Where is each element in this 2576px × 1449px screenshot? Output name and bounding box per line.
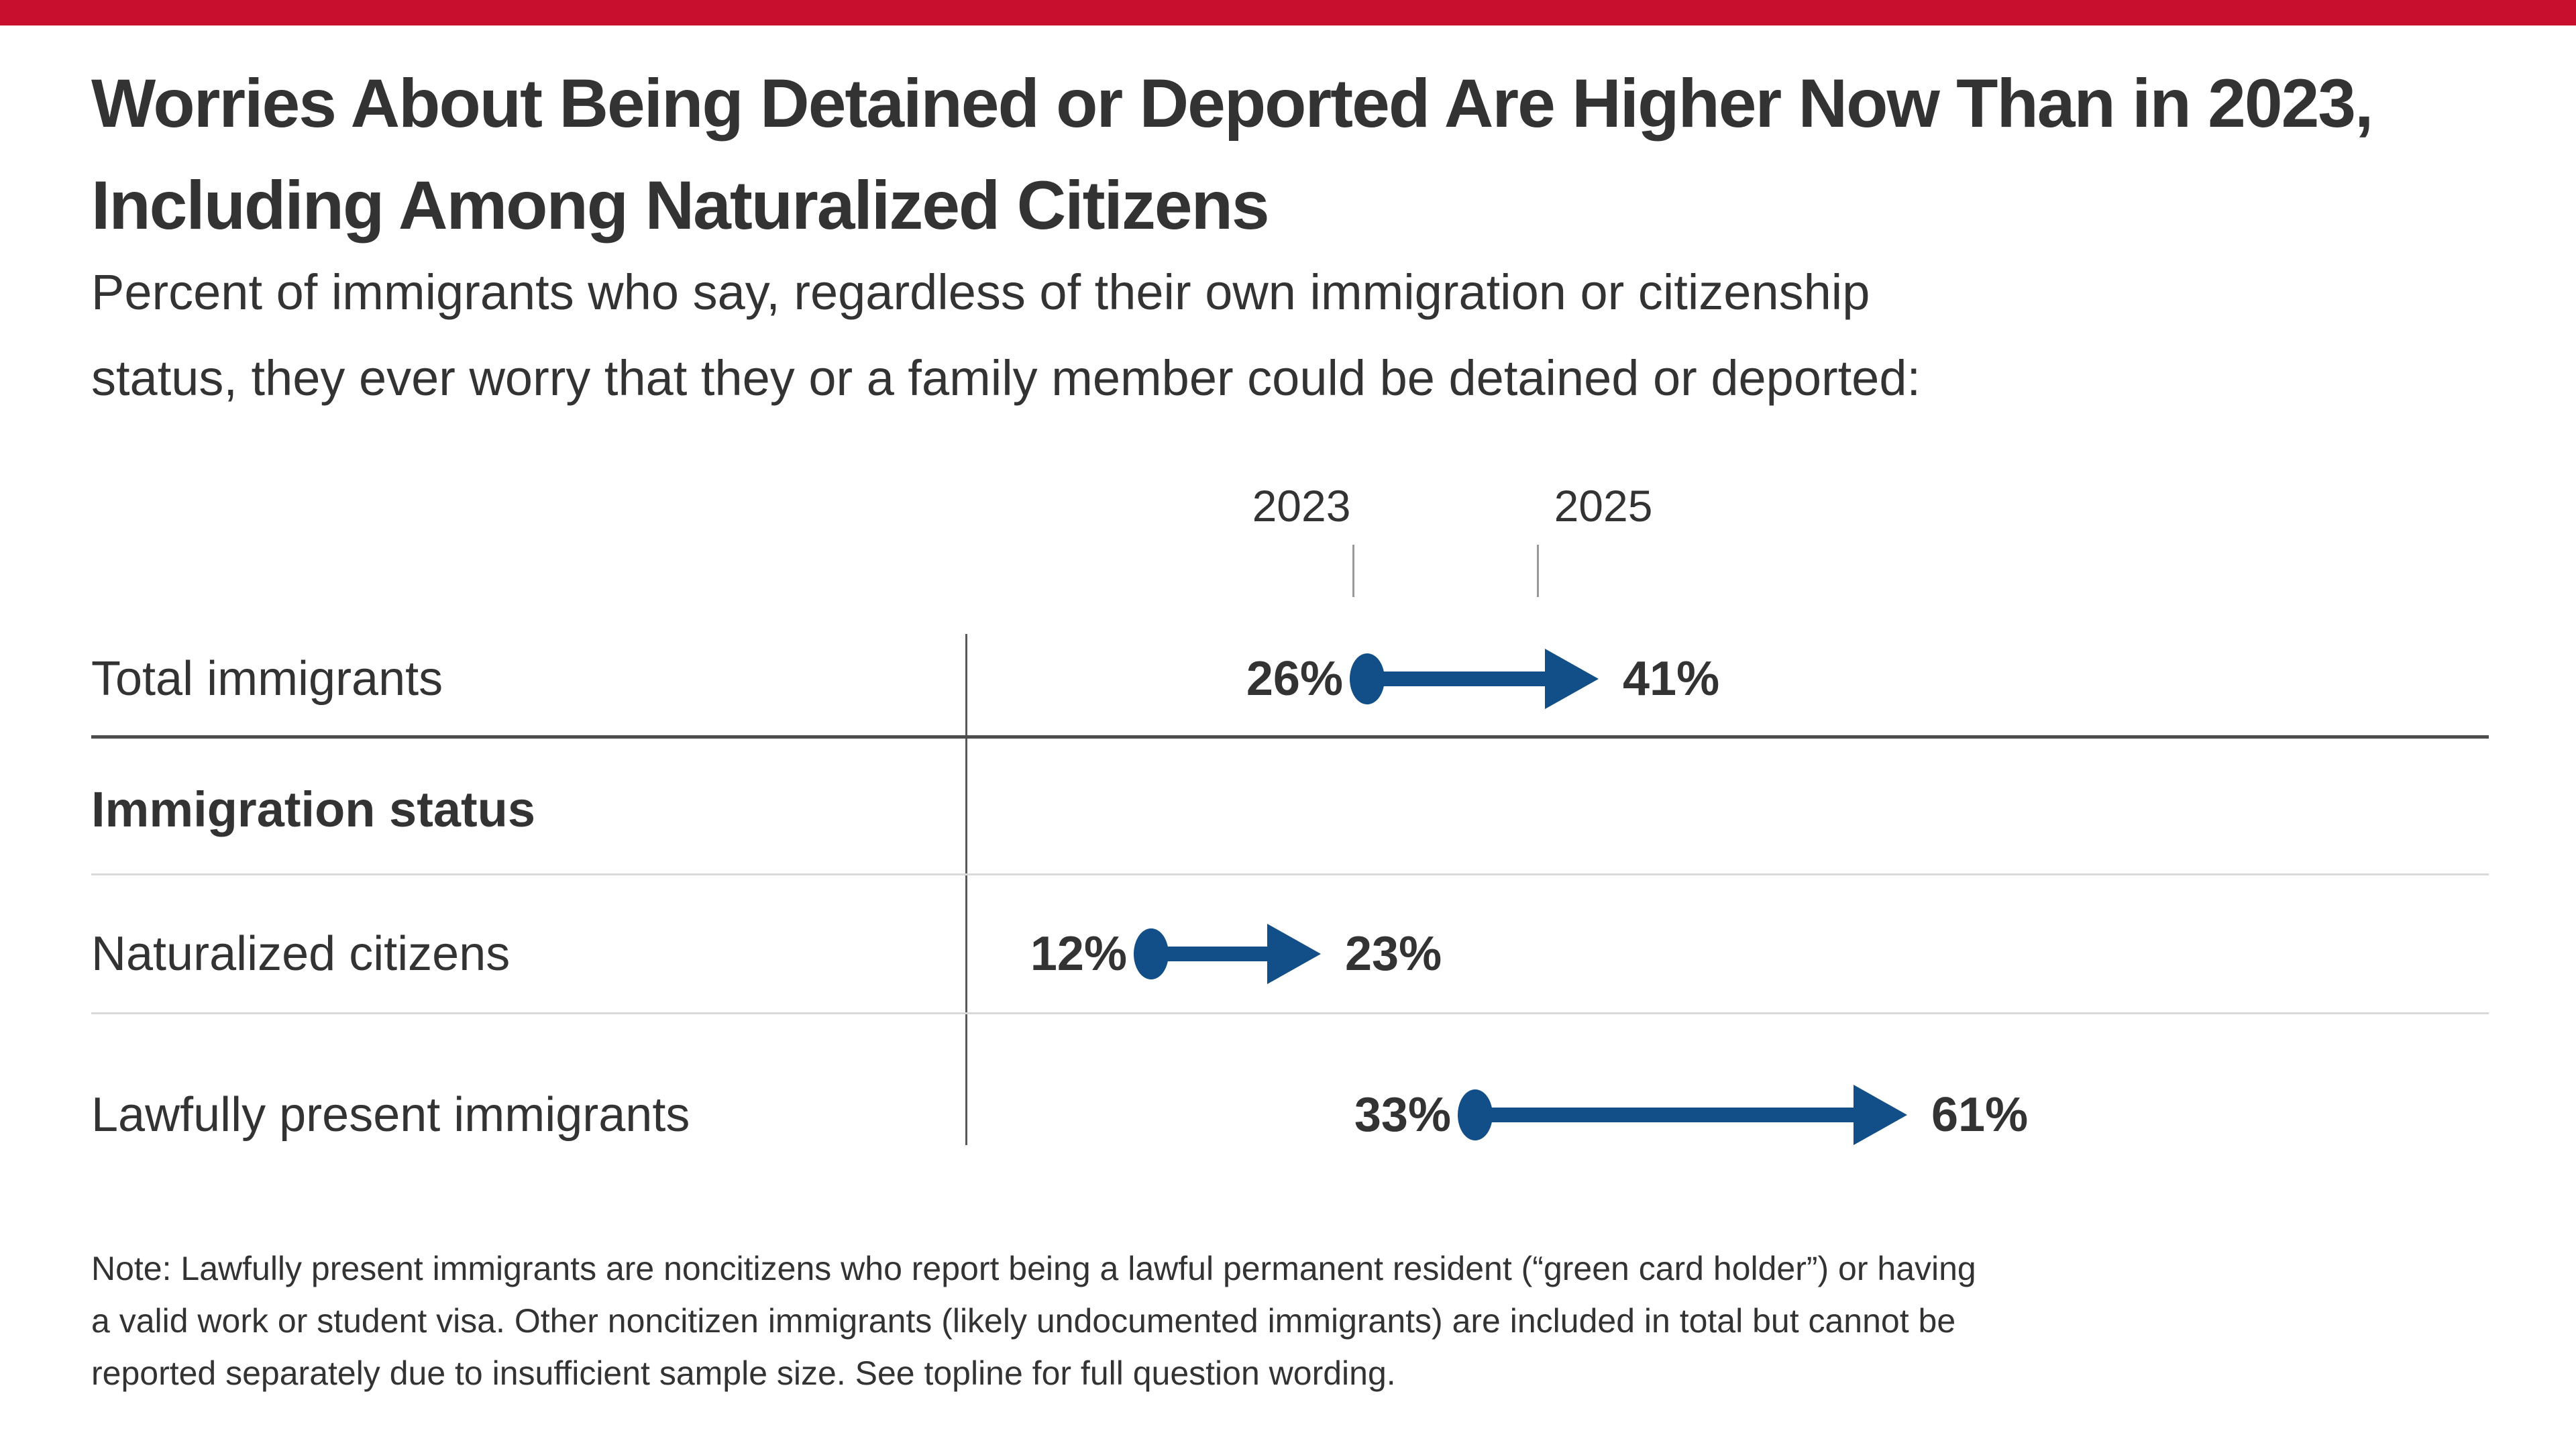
divider-under-total-row bbox=[91, 735, 2489, 739]
note-line2: a valid work or student visa. Other nonc… bbox=[91, 1302, 1956, 1340]
zero-baseline-axis bbox=[965, 634, 967, 1145]
chart-title: Worries About Being Detained or Deported… bbox=[91, 52, 2533, 256]
chart-subtitle-line2: status, they ever worry that they or a f… bbox=[91, 350, 1921, 406]
start-value: 12% bbox=[1030, 927, 1127, 981]
arrow-head bbox=[1267, 924, 1321, 984]
chart-subtitle: Percent of immigrants who say, regardles… bbox=[91, 250, 2533, 421]
arrow-line bbox=[1151, 947, 1278, 961]
note-text: Note: Lawfully present immigrants are no… bbox=[91, 1242, 2533, 1399]
note-line3: reported separately due to insufficient … bbox=[91, 1354, 1396, 1392]
end-value: 41% bbox=[1623, 652, 1720, 706]
row-label: Naturalized citizens bbox=[91, 927, 511, 981]
column-tick-2023 bbox=[1352, 545, 1354, 597]
start-value: 26% bbox=[1246, 652, 1343, 706]
end-value: 23% bbox=[1345, 927, 1442, 981]
section-header-immigration-status: Immigration status bbox=[91, 781, 535, 837]
column-header-2023: 2023 bbox=[1252, 481, 1351, 531]
chart-title-line2: Including Among Naturalized Citizens bbox=[91, 167, 1270, 244]
end-value: 61% bbox=[1931, 1088, 2029, 1142]
row-label: Total immigrants bbox=[91, 652, 443, 706]
arrow-line bbox=[1475, 1108, 1864, 1122]
arrow-head bbox=[1854, 1085, 1907, 1145]
start-value: 33% bbox=[1354, 1088, 1451, 1142]
row-label: Lawfully present immigrants bbox=[91, 1088, 690, 1142]
arrow-line bbox=[1367, 672, 1556, 686]
divider-under-naturalized-row bbox=[91, 1012, 2489, 1014]
arrow-head bbox=[1545, 649, 1599, 709]
chart-subtitle-line1: Percent of immigrants who say, regardles… bbox=[91, 264, 1870, 320]
note-line1: Note: Lawfully present immigrants are no… bbox=[91, 1250, 1976, 1287]
divider-under-section-header bbox=[91, 873, 2489, 875]
column-tick-2025 bbox=[1537, 545, 1539, 597]
brand-top-bar bbox=[0, 0, 2576, 25]
chart-title-line1: Worries About Being Detained or Deported… bbox=[91, 65, 2373, 142]
column-header-2025: 2025 bbox=[1554, 481, 1653, 531]
